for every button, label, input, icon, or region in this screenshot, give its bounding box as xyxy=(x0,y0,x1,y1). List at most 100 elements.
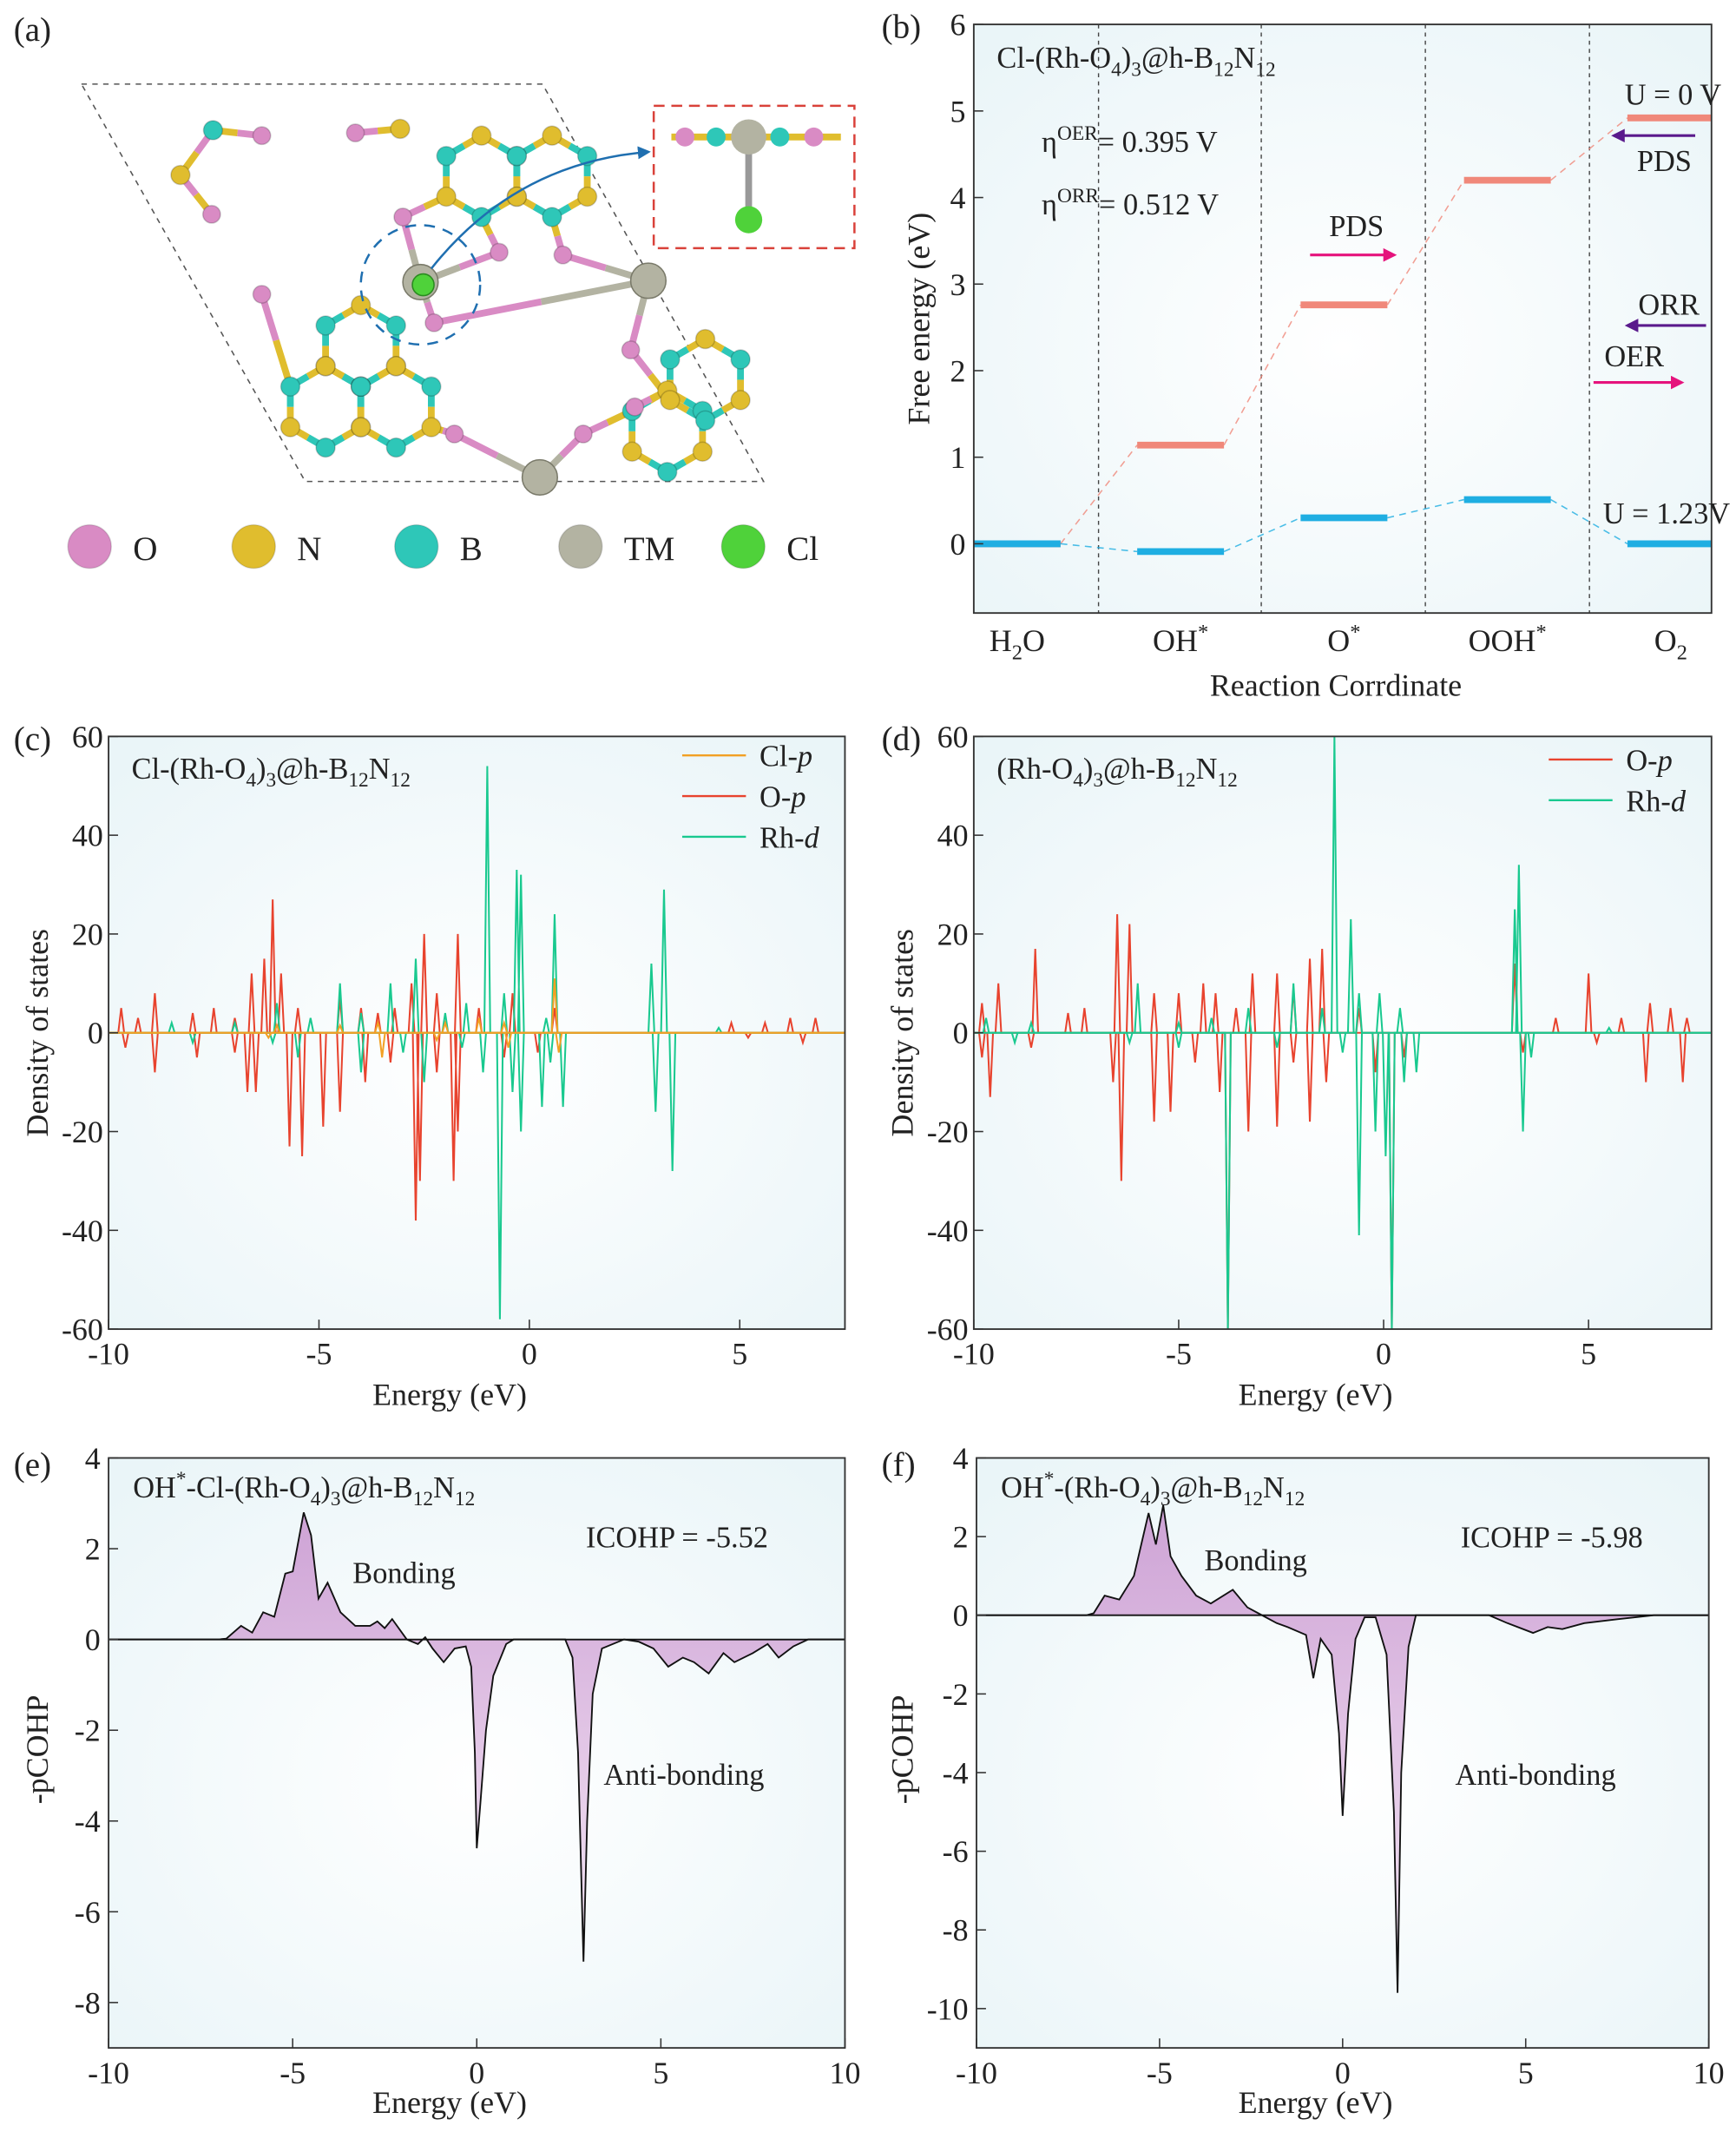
connector-line xyxy=(1060,444,1138,544)
y-tick-label: -4 xyxy=(943,1755,969,1790)
x-axis-title: Energy (eV) xyxy=(1239,2085,1393,2120)
text-part: O- xyxy=(1626,744,1657,777)
atom-tm xyxy=(629,262,667,299)
text-part: N xyxy=(1263,1471,1285,1504)
y-tick-label: 2 xyxy=(953,1520,969,1555)
atom-b xyxy=(730,349,751,370)
y-axis-title: Density of states xyxy=(885,929,920,1136)
subscript: 4 xyxy=(1111,58,1121,81)
legend-label: Rh-d xyxy=(1626,785,1687,818)
plot-background xyxy=(973,24,1712,614)
text-part: ) xyxy=(1083,753,1093,786)
text-part: η xyxy=(1042,126,1057,159)
orr-label: ORR xyxy=(1638,288,1700,321)
text-part: OH xyxy=(1153,623,1198,658)
text-part: ) xyxy=(320,1471,330,1504)
atom-o xyxy=(444,424,464,444)
atom-b xyxy=(202,120,224,141)
superscript: * xyxy=(176,1468,187,1490)
y-tick-label: 0 xyxy=(85,1622,101,1657)
text-part: @h-B xyxy=(341,1471,413,1504)
atom-o xyxy=(252,285,272,304)
x-tick-label: -10 xyxy=(956,2056,997,2090)
text-part: O- xyxy=(760,781,791,814)
y-tick-label: 6 xyxy=(950,8,966,43)
y-tick-label: 4 xyxy=(85,1441,101,1476)
inset-atom xyxy=(707,127,726,147)
atom-n xyxy=(692,441,713,462)
subscript: 2 xyxy=(1012,641,1023,664)
panel-label: (c) xyxy=(14,721,51,758)
atom-n xyxy=(350,417,372,438)
y-tick-label: -6 xyxy=(75,1895,101,1930)
text-part: Cl-(Rh-O xyxy=(996,42,1111,75)
superscript: * xyxy=(1535,621,1546,644)
plot-area xyxy=(976,1504,1709,1993)
y-tick-label: -20 xyxy=(62,1115,103,1149)
legend-label: Cl-p xyxy=(760,740,812,773)
text-part: @h-B xyxy=(1141,42,1213,75)
legend-swatch-tm xyxy=(558,523,603,569)
y-tick-label: 0 xyxy=(953,1598,969,1633)
y-tick-label: 2 xyxy=(950,353,966,388)
x-axis-title: Reaction Corrdinate xyxy=(1210,668,1462,702)
atom-n xyxy=(385,356,406,377)
text-part: OH xyxy=(1001,1471,1044,1504)
y-tick-label: 60 xyxy=(72,720,103,754)
panel-label: (d) xyxy=(882,721,922,758)
legend-swatch-cl xyxy=(720,523,766,569)
atom-n xyxy=(279,417,301,438)
subscript: 12 xyxy=(455,1488,475,1510)
inset-atom-tm xyxy=(731,119,766,155)
atom-n xyxy=(542,125,562,146)
atom-b xyxy=(506,145,528,167)
y-tick-label: -2 xyxy=(943,1677,969,1712)
x-tick-label: -10 xyxy=(953,1337,995,1372)
atom-o xyxy=(621,340,641,360)
y-tick-label: 40 xyxy=(72,819,103,853)
atom-o xyxy=(490,242,509,262)
subscript: 3 xyxy=(1093,769,1103,792)
y-tick-label: -60 xyxy=(62,1313,103,1347)
atom-tm xyxy=(521,458,559,497)
text-part: @h-B xyxy=(1171,1471,1243,1504)
y-tick-label: 1 xyxy=(950,440,966,475)
atom-b xyxy=(660,349,681,370)
icohp-label: ICOHP = -5.52 xyxy=(586,1522,768,1555)
text-part: O xyxy=(1327,623,1350,658)
text-part: @h-B xyxy=(276,753,348,786)
superscript: * xyxy=(1044,1468,1055,1490)
text-part: = 0.395 V xyxy=(1098,126,1218,159)
atom-b xyxy=(315,315,336,336)
text-part: O xyxy=(1023,623,1045,658)
legend-label-o: O xyxy=(133,530,157,568)
chart-title: OH*-(Rh-O4)3@h-B12N12 xyxy=(1001,1468,1305,1510)
antibonding-label: Anti-bonding xyxy=(603,1759,764,1792)
chart-title: OH*-Cl-(Rh-O4)3@h-B12N12 xyxy=(133,1468,475,1510)
x-tick-label: -5 xyxy=(306,1337,332,1372)
subscript: 12 xyxy=(1213,58,1233,81)
atom-o xyxy=(252,126,272,146)
subscript: 4 xyxy=(311,1488,321,1510)
text-part: Cl- xyxy=(760,740,798,773)
atom-n xyxy=(506,186,528,207)
y-tick-label: 4 xyxy=(953,1441,969,1476)
x-tick-label: -10 xyxy=(88,1337,129,1372)
plot-area xyxy=(108,1512,845,1962)
bonding-label: Bonding xyxy=(352,1556,455,1589)
atom-n xyxy=(436,186,457,207)
series-label-u0: U = 0 V xyxy=(1625,78,1722,111)
atom-b xyxy=(657,461,678,483)
y-tick-label: 0 xyxy=(953,1016,969,1050)
subscript: 4 xyxy=(1141,1488,1151,1510)
legend-swatch-b xyxy=(393,523,439,569)
y-tick-label: -8 xyxy=(75,1985,101,2020)
panel-e-cohp-chart: -10 -5 0 5 10 -8 -6 -4 -2 0 2 4 Energy (eV) -pCOHP (e)… xyxy=(14,1441,861,2120)
y-axis-title: Density of states xyxy=(20,929,55,1136)
x-axis-title: Energy (eV) xyxy=(372,1378,527,1412)
zoom-arrow xyxy=(430,146,651,270)
chart-title: Cl-(Rh-O4)3@h-B12N12 xyxy=(132,753,411,792)
text-part: ) xyxy=(256,753,266,786)
text-part: ) xyxy=(1121,42,1131,75)
